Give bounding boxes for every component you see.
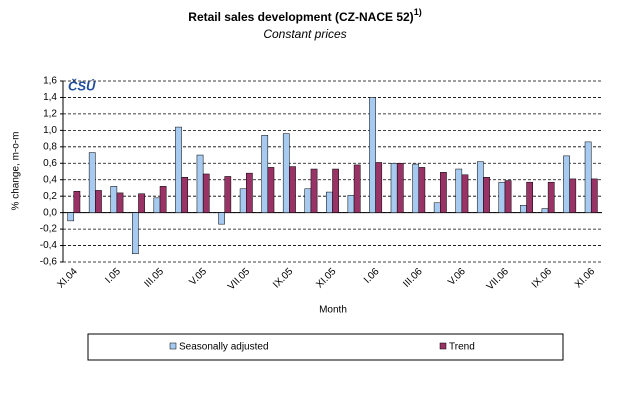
legend-swatch bbox=[439, 342, 447, 350]
y-tick-label: -0,6 bbox=[40, 257, 58, 268]
bar bbox=[569, 178, 577, 213]
bar bbox=[304, 188, 312, 213]
y-tick-label: 1,6 bbox=[43, 76, 57, 87]
bar bbox=[483, 177, 490, 213]
bar bbox=[584, 141, 592, 213]
chart-subtitle: Constant prices bbox=[263, 27, 346, 41]
bar bbox=[433, 202, 441, 213]
bar bbox=[332, 168, 339, 213]
bar bbox=[246, 172, 253, 213]
bar bbox=[526, 181, 533, 213]
bar bbox=[159, 186, 167, 213]
bar bbox=[369, 97, 376, 213]
bar bbox=[138, 193, 145, 213]
bar bbox=[547, 181, 555, 213]
logo: ČSÚ bbox=[68, 78, 96, 93]
bar bbox=[390, 163, 398, 213]
bar bbox=[375, 162, 383, 213]
bar bbox=[202, 173, 210, 213]
bar bbox=[541, 208, 549, 213]
bar bbox=[116, 192, 124, 213]
bar bbox=[218, 212, 225, 225]
bar bbox=[353, 164, 361, 213]
bar bbox=[73, 190, 81, 213]
bar bbox=[239, 188, 247, 213]
legend-swatch bbox=[169, 342, 177, 350]
bar bbox=[563, 155, 570, 213]
bar bbox=[261, 135, 269, 213]
bar bbox=[132, 212, 139, 255]
bar bbox=[455, 168, 463, 213]
bar bbox=[67, 212, 75, 222]
title-superscript: 1) bbox=[414, 7, 422, 17]
legend-label: Seasonally adjusted bbox=[179, 342, 269, 353]
y-tick-label: -0,2 bbox=[40, 224, 58, 235]
bar bbox=[88, 152, 96, 213]
y-tick-label: -0,4 bbox=[40, 240, 58, 251]
bar bbox=[181, 177, 189, 213]
bar bbox=[396, 163, 404, 213]
legend-box bbox=[87, 333, 564, 361]
legend-label: Trend bbox=[449, 342, 475, 353]
bar bbox=[476, 161, 484, 213]
title-text: Retail sales development (CZ-NACE 52) bbox=[188, 10, 413, 24]
y-tick-label: 0,8 bbox=[43, 141, 57, 152]
chart-title: Retail sales development (CZ-NACE 52)1) bbox=[188, 7, 421, 24]
y-axis-label: % change, m-o-m bbox=[11, 132, 22, 211]
y-tick-label: 0,0 bbox=[43, 207, 57, 218]
bar bbox=[326, 191, 333, 213]
y-tick-label: 0,6 bbox=[43, 158, 57, 169]
bar bbox=[267, 167, 275, 213]
bar bbox=[196, 154, 204, 213]
bar bbox=[418, 167, 426, 213]
y-tick-label: 1,4 bbox=[43, 92, 57, 103]
bar bbox=[504, 180, 512, 213]
bar bbox=[310, 168, 318, 213]
y-tick-label: 1,0 bbox=[43, 125, 57, 136]
bar bbox=[224, 176, 232, 213]
y-tick-label: 1,2 bbox=[43, 109, 57, 120]
y-tick-label: 0,4 bbox=[43, 174, 57, 185]
bar bbox=[95, 190, 102, 213]
bar bbox=[175, 126, 182, 213]
bar bbox=[153, 197, 161, 213]
bar bbox=[110, 186, 118, 213]
bar bbox=[520, 204, 527, 213]
bar bbox=[412, 163, 419, 213]
bar bbox=[440, 172, 447, 213]
bar bbox=[347, 195, 355, 213]
bar bbox=[590, 178, 598, 213]
x-axis-label: Month bbox=[319, 305, 347, 316]
bar bbox=[282, 133, 290, 213]
bar bbox=[498, 181, 506, 213]
y-tick-label: 0,2 bbox=[43, 191, 57, 202]
bar bbox=[289, 166, 296, 213]
bar bbox=[461, 174, 469, 213]
